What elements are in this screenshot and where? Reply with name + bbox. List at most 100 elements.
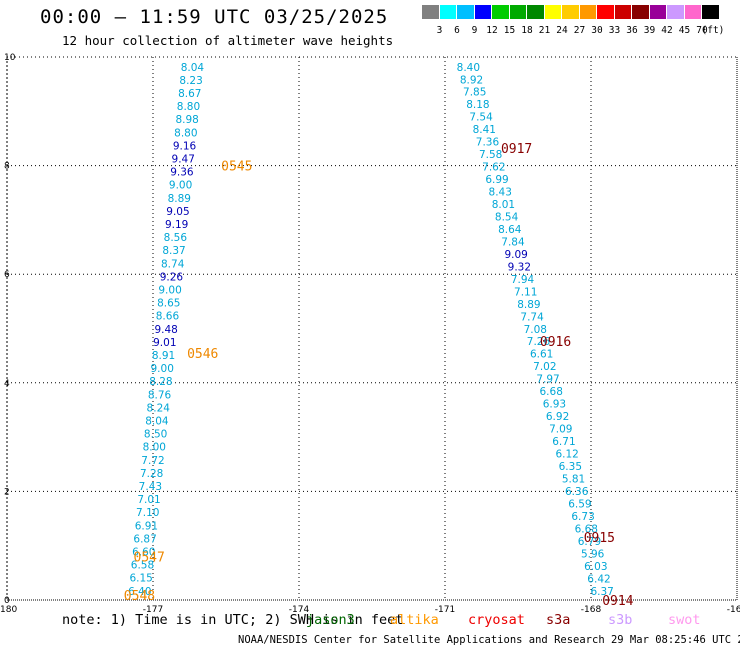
wave-height-label: 9.32 [508, 261, 531, 273]
color-scale-legend: 3 6 9 12 15 18 21 24 27 30 33 36 39 42 45 70 (ft) [422, 5, 732, 45]
map-canvas: 8.048.238.678.808.988.809.169.479.369.00… [6, 56, 738, 609]
legend-swatch [457, 5, 475, 19]
wave-height-label: 9.05 [166, 206, 189, 218]
wave-height-label: 8.92 [460, 74, 483, 86]
legend-swatch [527, 5, 545, 19]
legend-swatch [684, 5, 702, 19]
mission-swot: swot [668, 612, 701, 628]
wave-height-label: 7.72 [141, 455, 164, 467]
pass-time-label: 0547 [134, 551, 165, 566]
wave-height-label: 8.37 [162, 245, 185, 257]
wave-height-label: 8.65 [157, 298, 180, 310]
wave-height-label: 8.50 [144, 429, 167, 441]
wave-height-label: 8.80 [174, 127, 197, 139]
legend-swatch [649, 5, 667, 19]
wave-height-label: 8.56 [164, 232, 188, 244]
pass-time-label: 0914 [602, 594, 633, 609]
pass-time-label: 0915 [584, 531, 615, 546]
legend-swatch [632, 5, 650, 19]
wave-height-label: 6.92 [546, 411, 569, 423]
wave-height-label: 9.36 [170, 167, 194, 179]
wave-height-label: 6.91 [135, 520, 158, 532]
wave-height-label: 7.36 [476, 137, 500, 149]
wave-height-label: 6.93 [543, 399, 566, 411]
wave-height-label: 6.68 [540, 386, 563, 398]
wave-height-label: 6.59 [568, 498, 591, 510]
wave-height-label: 8.24 [147, 402, 171, 414]
wave-height-label: 8.80 [177, 101, 200, 113]
wave-height-label: 6.71 [552, 436, 575, 448]
wave-height-label: 8.04 [181, 62, 205, 74]
wave-height-label: 8.01 [492, 199, 515, 211]
pass-time-label: 0546 [187, 347, 218, 362]
wave-height-label: 8.64 [498, 224, 522, 236]
wave-height-label: 6.35 [559, 461, 582, 473]
wave-height-label: 7.54 [469, 112, 493, 124]
wave-height-label: 7.97 [536, 374, 559, 386]
wave-height-label: 9.00 [169, 180, 192, 192]
wave-height-label: 7.11 [514, 286, 537, 298]
legend-value: 42 [661, 25, 673, 36]
wave-height-label: 7.02 [533, 361, 556, 373]
wave-height-label: 6.12 [555, 449, 578, 461]
wave-height-label: 8.91 [152, 350, 175, 362]
legend-value: 30 [591, 25, 603, 36]
wave-height-label: 7.26 [527, 336, 551, 348]
wave-height-label: 8.28 [149, 376, 172, 388]
wave-height-label: 7.62 [482, 162, 505, 174]
longitude-tick-label: -168 [581, 605, 602, 615]
legend-swatch [544, 5, 562, 19]
wave-height-label: 8.41 [473, 124, 496, 136]
legend-swatch [667, 5, 685, 19]
wave-height-label: 6.99 [485, 174, 508, 186]
wave-height-label: 8.76 [148, 389, 172, 401]
map-frame [6, 56, 738, 601]
wave-height-label: 7.10 [136, 507, 159, 519]
wave-height-label: 5.96 [581, 548, 605, 560]
wave-height-label: 6.42 [587, 573, 610, 585]
legend-value: 18 [521, 25, 533, 36]
legend-swatch [562, 5, 580, 19]
wave-height-label: 6.58 [131, 560, 154, 572]
wave-height-label: 6.15 [129, 573, 152, 585]
mission-s3a: s3a [546, 612, 571, 628]
wave-height-label: 8.00 [143, 442, 166, 454]
wave-height-label: 6.87 [133, 533, 156, 545]
wave-height-label: 9.16 [173, 140, 197, 152]
wave-height-label: 9.19 [165, 219, 188, 231]
mission-altika: altika [390, 612, 439, 628]
longitude-tick-label: -180 [0, 605, 17, 615]
wave-height-label: 8.40 [457, 62, 480, 74]
legend-value: 36 [626, 25, 638, 36]
mission-cryosat: cryosat [468, 612, 525, 628]
wave-height-label: 8.54 [495, 211, 519, 223]
pass-time-label: 0916 [540, 335, 571, 350]
legend-swatch [474, 5, 492, 19]
legend-swatch [579, 5, 597, 19]
wave-height-label: 9.09 [504, 249, 527, 261]
legend-value: 12 [486, 25, 498, 36]
wave-height-label: 9.26 [160, 271, 184, 283]
wave-height-label: 7.94 [511, 274, 535, 286]
wave-height-label: 6.68 [575, 523, 598, 535]
legend-value: 33 [608, 25, 621, 36]
wave-height-label: 8.89 [517, 299, 540, 311]
legend-swatch [702, 5, 720, 19]
mission-jason3: jason3 [306, 612, 355, 628]
wave-height-label: 9.00 [158, 284, 181, 296]
legend-value: 39 [643, 25, 656, 36]
wave-height-label: 6.40 [128, 586, 151, 598]
credit-line: NOAA/NESDIS Center for Satellite Applica… [238, 634, 740, 646]
legend-swatch [597, 5, 615, 19]
wave-height-label: 8.66 [156, 311, 180, 323]
legend-value: 3 [436, 25, 443, 36]
footnote: note: 1) Time is in UTC; 2) SWH is in fe… [62, 612, 404, 628]
wave-height-label: 6.36 [565, 486, 589, 498]
wave-height-label: 6.73 [571, 511, 594, 523]
pass-time-label: 0548 [124, 589, 155, 604]
legend-value: 27 [573, 25, 586, 36]
legend-swatch [509, 5, 527, 19]
wave-height-label: 6.37 [590, 586, 613, 598]
wave-height-label: 7.58 [479, 149, 502, 161]
